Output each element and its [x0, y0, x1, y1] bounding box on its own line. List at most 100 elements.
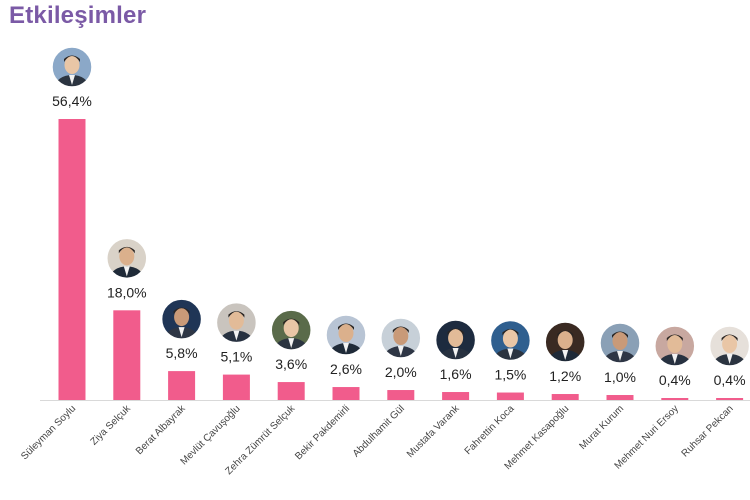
avatar-hair — [173, 307, 190, 315]
avatar-ring — [160, 298, 203, 340]
avatar-face — [338, 324, 354, 343]
portrait-photo-icon — [106, 237, 148, 280]
x-tick-label: Fahrettin Koca — [463, 403, 517, 457]
avatar-photo — [545, 322, 586, 363]
portrait-photo-icon — [434, 319, 477, 361]
portrait-photo-icon — [708, 325, 750, 367]
avatar-photo — [52, 47, 92, 87]
avatar-shoulders — [383, 346, 418, 359]
avatar-collar — [562, 350, 569, 361]
data-label: 1,2% — [549, 368, 581, 384]
data-label: 1,6% — [440, 366, 472, 382]
avatar-shoulders — [55, 75, 89, 87]
bar — [442, 392, 470, 400]
avatar-photo — [654, 326, 695, 366]
portrait-photo-icon — [599, 322, 641, 364]
avatar-ring — [380, 317, 422, 359]
bar — [496, 392, 524, 400]
portrait-photo-icon — [325, 314, 367, 356]
avatar-face — [393, 327, 409, 346]
data-label: 3,6% — [275, 356, 307, 372]
avatar-photo — [216, 302, 257, 343]
avatar-hair — [228, 311, 245, 318]
portrait-photo-icon — [270, 309, 312, 351]
avatar-shoulders — [329, 343, 363, 356]
avatar-ring — [654, 325, 696, 367]
x-tick-label: Ruhsar Pekcan — [680, 403, 736, 459]
data-label: 18,0% — [107, 284, 147, 300]
data-label: 1,5% — [494, 367, 526, 383]
bar — [332, 387, 360, 400]
bar — [661, 398, 689, 400]
avatar-ring — [51, 46, 93, 88]
avatar-face — [557, 331, 573, 350]
avatar-ring — [544, 321, 586, 363]
avatar-shoulders — [274, 338, 309, 351]
avatar-collar — [452, 348, 459, 359]
x-tick-label: Süleyman Soylu — [19, 403, 78, 462]
avatar-photo — [161, 299, 202, 340]
avatar-hair — [64, 55, 80, 62]
portrait-photo-icon — [544, 321, 586, 363]
x-tick-label: Bekir Pakdemirli — [293, 403, 352, 462]
avatar-ring — [489, 319, 532, 362]
bar — [222, 374, 250, 400]
bar — [716, 398, 744, 400]
bar — [58, 119, 86, 400]
data-label: 1,0% — [604, 369, 636, 385]
portrait-photo-icon — [654, 325, 696, 367]
avatar-hair — [392, 326, 409, 334]
avatar-shoulders — [493, 348, 528, 361]
bar — [387, 390, 415, 400]
portrait-photo-icon — [380, 317, 422, 359]
portrait-photo-icon — [489, 319, 532, 362]
avatar-shoulders — [603, 351, 637, 364]
avatar-photo — [435, 320, 476, 361]
avatar-hair — [557, 330, 574, 338]
avatar-face — [667, 335, 683, 353]
avatar-face — [448, 329, 464, 348]
bar — [277, 382, 305, 400]
bar — [551, 394, 579, 400]
avatar-face — [64, 56, 80, 74]
bar — [168, 371, 196, 400]
avatar-collar — [671, 354, 678, 364]
data-label: 56,4% — [52, 93, 92, 109]
x-tick-label: Murat Kurum — [577, 403, 626, 452]
avatar-collar — [288, 338, 295, 349]
avatar-hair — [721, 334, 738, 341]
avatar-hair — [502, 329, 519, 336]
avatar-ring — [106, 237, 148, 280]
portrait-photo-icon — [160, 298, 203, 340]
portrait-photo-icon — [51, 46, 93, 88]
avatar-photo — [490, 320, 531, 361]
avatar-shoulders — [712, 354, 747, 366]
avatar-collar — [69, 75, 75, 85]
avatar-shoulders — [219, 330, 254, 343]
x-tick-label: Mevlüt Çavuşoğlu — [179, 403, 243, 467]
avatar-shoulders — [438, 348, 473, 361]
avatar-face — [722, 335, 738, 353]
avatar-hair — [338, 323, 354, 331]
bar — [113, 310, 141, 400]
avatar-photo — [600, 323, 640, 364]
avatar-photo — [326, 315, 366, 356]
avatar-collar — [397, 346, 404, 357]
avatar-shoulders — [657, 354, 692, 366]
avatar-shoulders — [548, 350, 583, 363]
avatar-ring — [599, 322, 641, 364]
avatar-collar — [507, 348, 514, 359]
avatar-collar — [617, 351, 623, 362]
data-label: 0,4% — [659, 372, 691, 388]
avatar-face — [228, 311, 244, 330]
avatar-hair — [447, 328, 464, 336]
avatar-face — [119, 247, 135, 266]
avatar-photo — [106, 238, 147, 279]
data-label: 2,6% — [330, 361, 362, 377]
avatar-photo — [380, 318, 421, 359]
avatar-ring — [434, 319, 477, 361]
avatar-face — [502, 329, 518, 348]
avatar-shoulders — [109, 266, 144, 279]
avatar-collar — [233, 330, 240, 341]
